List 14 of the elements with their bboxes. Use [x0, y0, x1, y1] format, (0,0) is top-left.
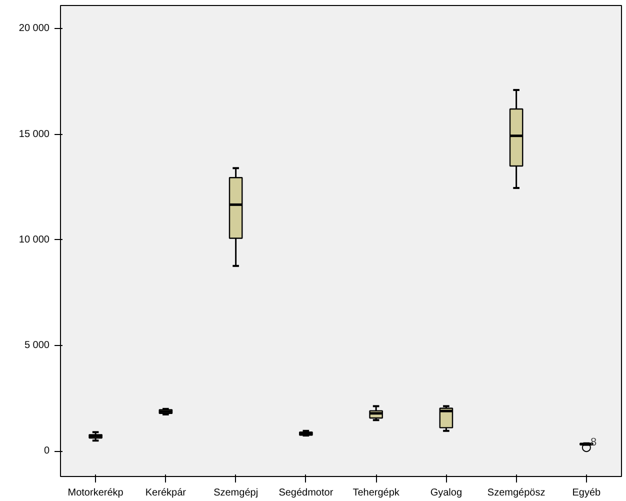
x-tick-label: Gyalog — [430, 488, 462, 498]
x-tick-label: Tehergépk — [352, 488, 400, 498]
y-tick-label: 20 000 — [18, 23, 50, 34]
x-tick-label: Egyéb — [572, 488, 602, 498]
x-tick-label: Szemgépj — [214, 488, 258, 498]
y-tick-label: 10 000 — [18, 234, 50, 246]
x-tick-label: Segédmotor — [278, 488, 334, 498]
annotation: 8 — [590, 436, 597, 449]
y-tick-label: 0 — [44, 446, 50, 457]
y-tick-label: 5 000 — [24, 340, 50, 352]
x-tick-label: Motorkerékp — [68, 488, 124, 498]
x-tick-label: Kerékpár — [145, 488, 187, 498]
y-tick-label: 15 000 — [18, 128, 50, 140]
x-tick-label: Szemgépösz — [487, 488, 546, 498]
